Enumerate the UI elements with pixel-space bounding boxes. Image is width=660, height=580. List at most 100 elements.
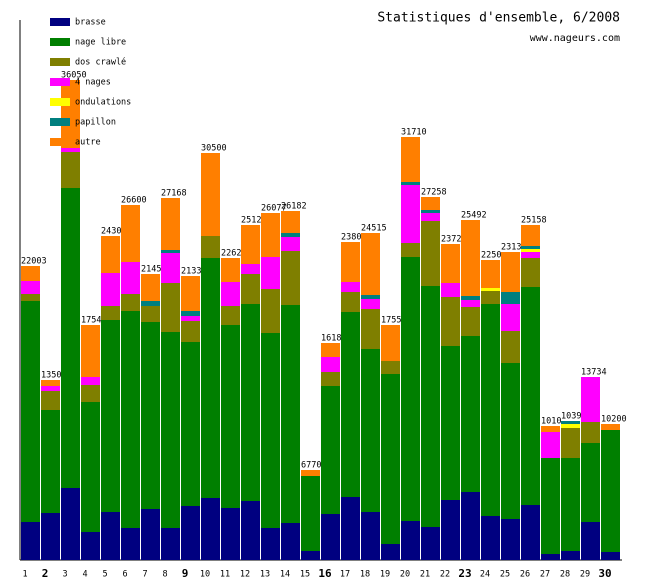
bar-segment [161, 283, 180, 332]
total-label: 25492 [461, 211, 487, 221]
total-label: 2262 [221, 249, 241, 259]
bar-segment [581, 422, 600, 443]
bar-segment [201, 236, 220, 258]
bar-segment [501, 252, 520, 292]
bar-segment [521, 225, 540, 246]
bar-segment [121, 205, 140, 262]
bar-segment [521, 258, 540, 287]
bar-segment [341, 497, 360, 560]
bar-segment [421, 197, 440, 210]
bar-segment [301, 476, 320, 551]
legend-label: brasse [75, 18, 106, 28]
total-label: 24515 [361, 224, 387, 234]
x-tick-label: 2 [42, 567, 49, 580]
total-label: 25158 [521, 216, 547, 226]
x-tick-label: 30 [598, 567, 611, 580]
total-label: 27258 [421, 188, 447, 198]
bar-segment [321, 514, 340, 560]
total-label: 1010 [541, 417, 561, 427]
bar-segment [481, 260, 500, 288]
bar-segment [341, 242, 360, 282]
x-tick-label: 14 [280, 570, 290, 580]
bar-segment [581, 522, 600, 560]
bar-segment [261, 257, 280, 289]
bar-segment [461, 220, 480, 296]
bar-segment [161, 332, 180, 528]
total-label: 2512 [241, 216, 261, 226]
bar-segment [581, 377, 600, 422]
x-tick-label: 20 [400, 570, 410, 580]
bar-segment [281, 237, 300, 251]
total-label: 1754 [81, 316, 101, 326]
bar-segment [21, 281, 40, 294]
bar-segment [101, 306, 120, 320]
bar-segment [421, 213, 440, 221]
bar-segment [21, 294, 40, 301]
bar-segment [521, 505, 540, 560]
x-tick-label: 29 [580, 570, 590, 580]
bar-segment [41, 380, 60, 386]
bar-segment [121, 294, 140, 311]
bar-segment [521, 249, 540, 252]
bar-segment [101, 512, 120, 560]
bar-segment [481, 516, 500, 560]
bar-segment [361, 349, 380, 512]
x-tick-label: 10 [200, 570, 210, 580]
bar-segment [601, 430, 620, 552]
total-label: 26077 [261, 204, 287, 214]
x-tick-label: 13 [260, 570, 270, 580]
total-label: 1350 [41, 371, 61, 381]
bar-segment [121, 528, 140, 560]
bar-segment [421, 286, 440, 527]
total-label: 1039 [561, 412, 581, 422]
bar-segment [321, 386, 340, 514]
x-tick-label: 6 [122, 570, 127, 580]
bar-segment [441, 283, 460, 297]
bar-segment [241, 304, 260, 501]
bar-segment [81, 325, 100, 377]
bar-segment [41, 386, 60, 391]
bar-segment [281, 523, 300, 560]
x-tick-label: 24 [480, 570, 490, 580]
bar-segment [181, 311, 200, 316]
legend-swatch [50, 138, 70, 146]
bar-segment [381, 374, 400, 544]
x-tick-label: 28 [560, 570, 570, 580]
bar-segment [461, 300, 480, 307]
bar-segment [341, 312, 360, 497]
bar-segment [381, 361, 400, 374]
x-tick-label: 26 [520, 570, 530, 580]
bar-segment [261, 333, 280, 528]
total-label: 27168 [161, 189, 187, 199]
legend-swatch [50, 78, 70, 86]
bar-segment [181, 276, 200, 311]
bar-segment [61, 80, 80, 148]
bar-segment [181, 321, 200, 342]
total-label: 2145 [141, 265, 161, 275]
bar-segment [261, 213, 280, 257]
bar-segment [361, 233, 380, 295]
legend-label: ondulations [75, 98, 131, 108]
bar-segment [241, 225, 260, 264]
x-tick-label: 23 [458, 567, 471, 580]
bar-segment [541, 458, 560, 554]
bar-segment [561, 428, 580, 458]
x-tick-label: 4 [82, 570, 87, 580]
legend-swatch [50, 118, 70, 126]
bar-segment [501, 304, 520, 331]
bar-segment [341, 282, 360, 292]
bar-segment [441, 297, 460, 346]
bar-segment [501, 519, 520, 560]
total-label: 2133 [181, 267, 201, 277]
bar-segment [21, 301, 40, 522]
bar-segment [281, 233, 300, 237]
bar-segment [241, 274, 260, 304]
bar-segment [101, 236, 120, 273]
legend-label: 4 nages [75, 78, 111, 88]
bar-segment [321, 357, 340, 372]
bar-segment [61, 188, 80, 488]
total-label: 31710 [401, 128, 427, 138]
bar-segment [41, 513, 60, 560]
total-label: 2430 [101, 227, 121, 237]
total-label: 30500 [201, 144, 227, 154]
